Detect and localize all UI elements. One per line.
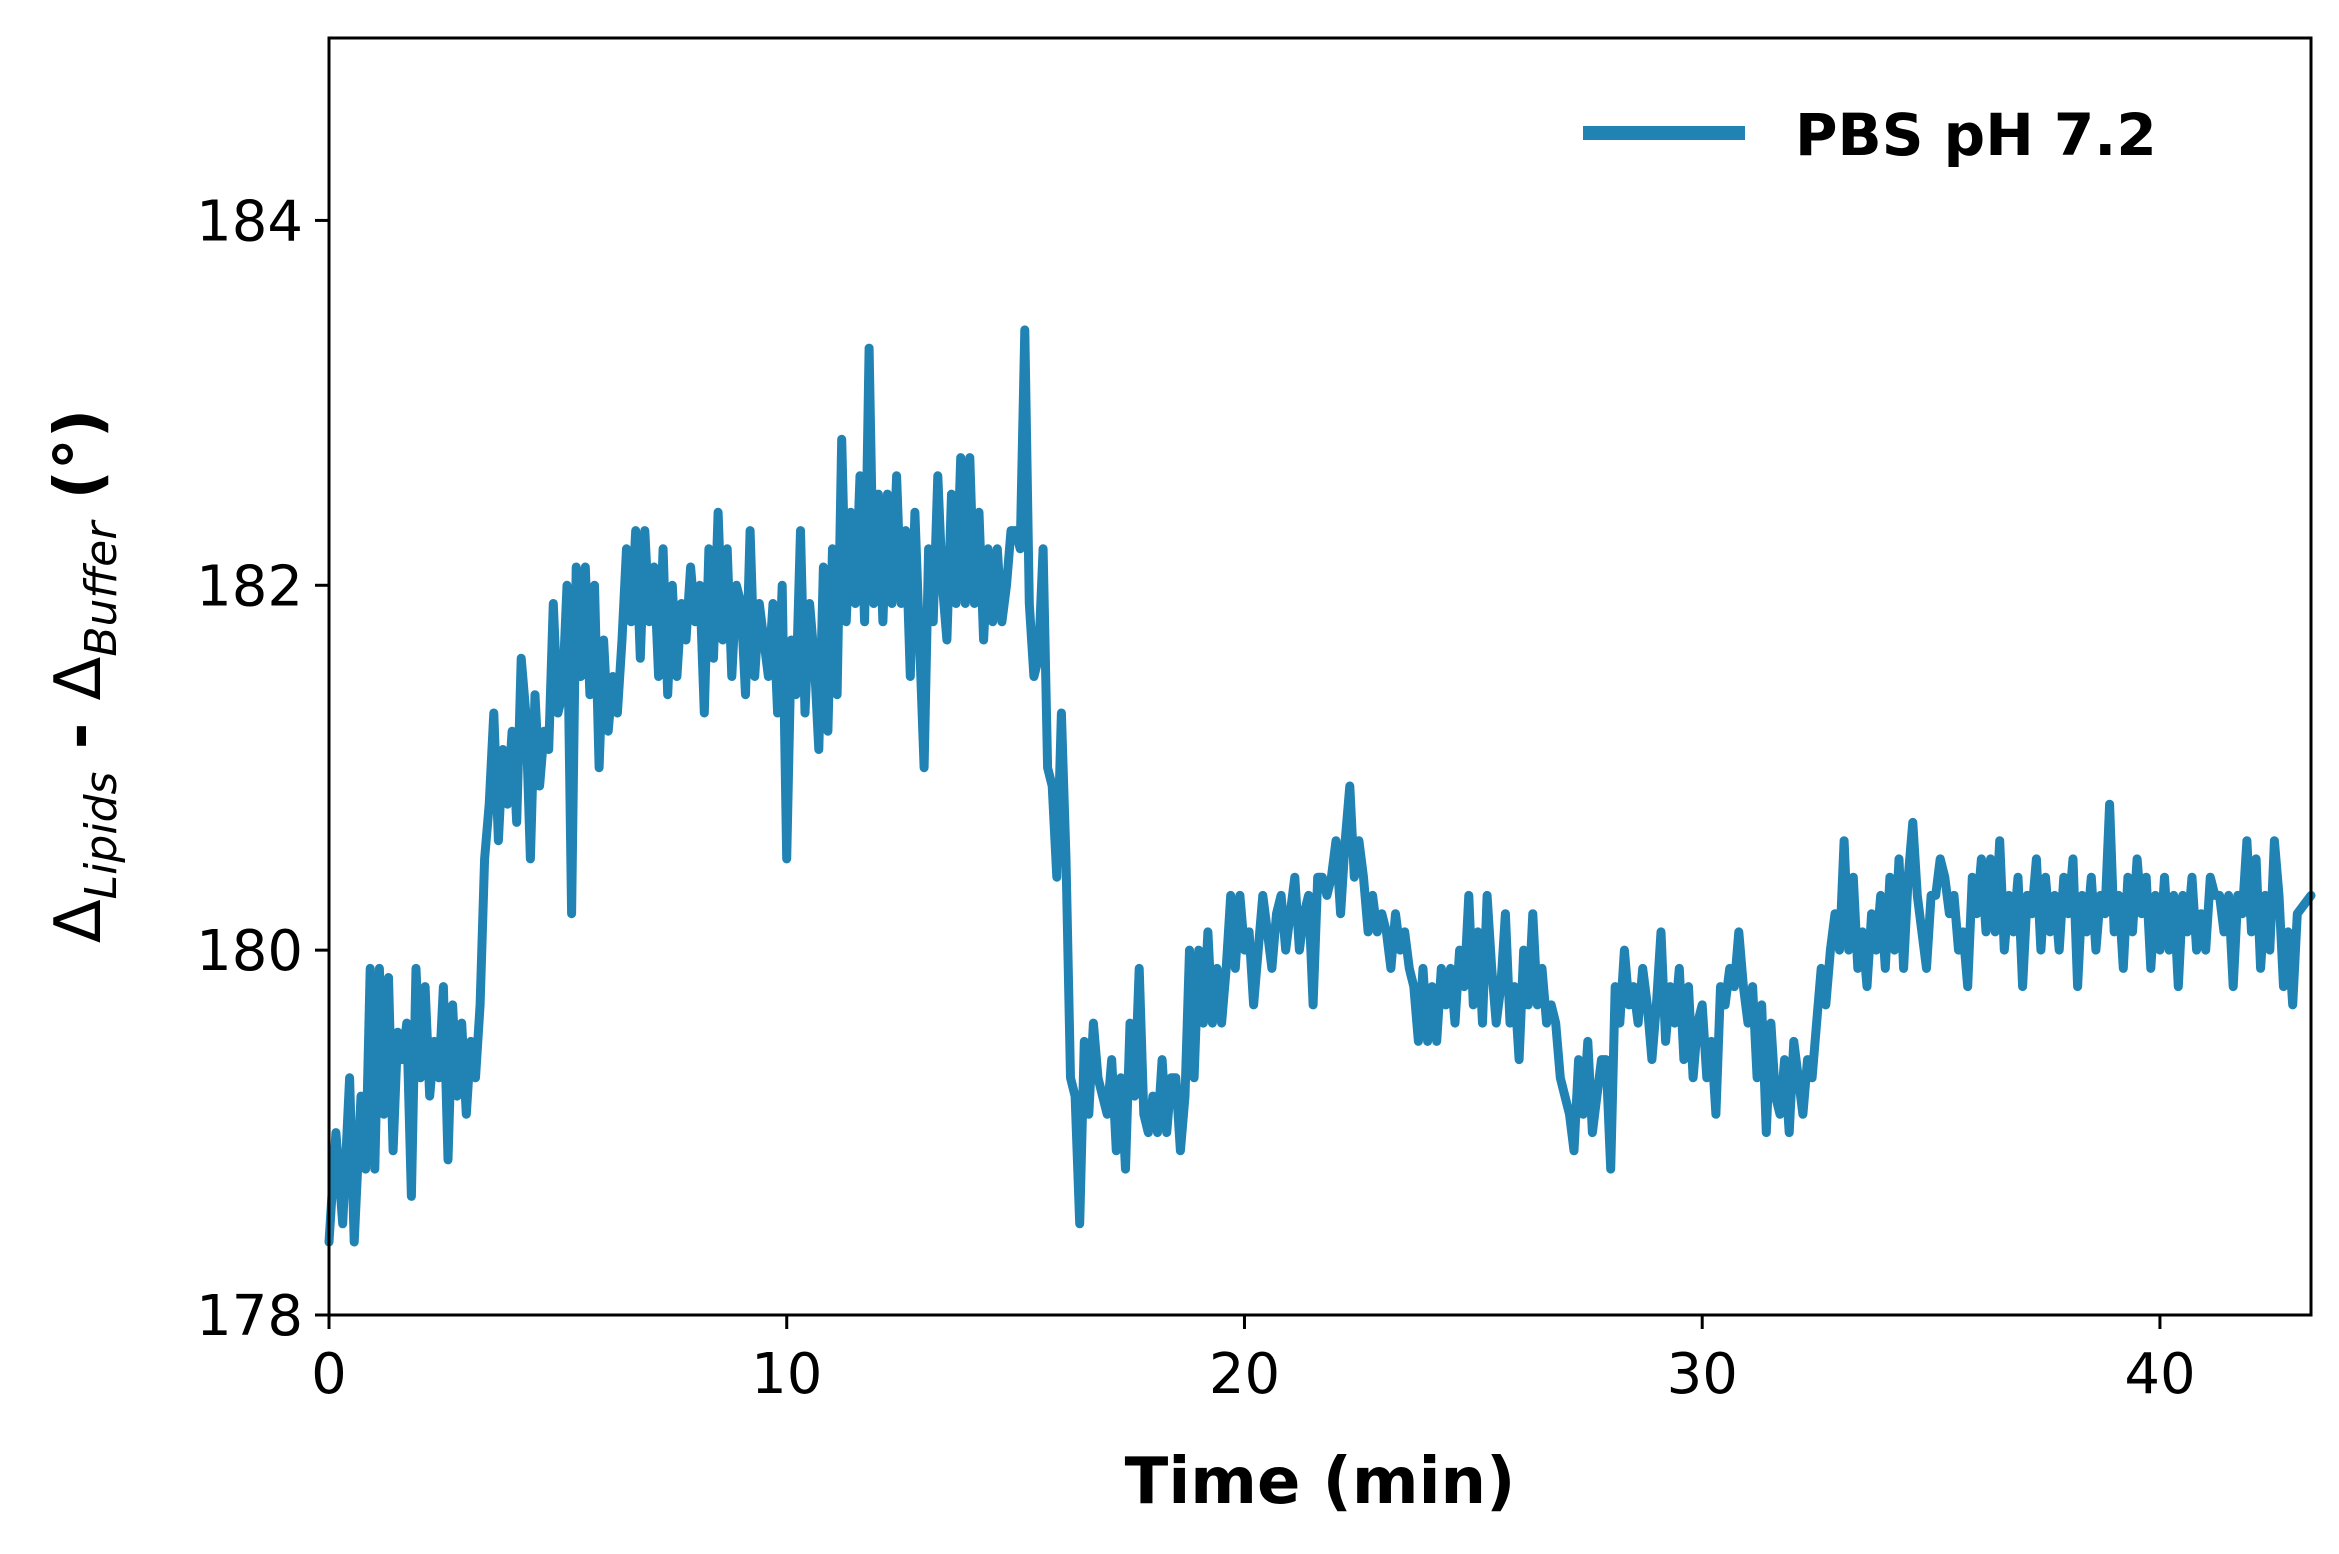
y-axis-label: ΔLipids - ΔBuffer (°) <box>42 409 127 943</box>
y-label-lipids-subscript: Lipids <box>76 772 127 900</box>
y-label-separator: - <box>42 700 116 771</box>
y-tick-label: 182 <box>196 554 303 619</box>
y-label-lipids-symbol: Δ <box>42 899 116 943</box>
y-label-unit: (°) <box>42 409 116 522</box>
y-tick-label: 180 <box>196 919 303 984</box>
plot-area <box>329 38 2311 1315</box>
x-tick-label: 10 <box>751 1342 822 1407</box>
x-axis-label: Time (min) <box>1125 1445 1516 1519</box>
x-tick-label: 30 <box>1667 1342 1738 1407</box>
legend-label: PBS pH 7.2 <box>1795 101 2157 169</box>
x-axis: 0 10 20 30 40 <box>311 1315 2196 1407</box>
y-label-buffer-symbol: Δ <box>42 656 116 700</box>
y-axis: 178 180 182 184 <box>196 189 329 1349</box>
y-tick-label: 178 <box>196 1284 303 1349</box>
x-tick-label: 0 <box>311 1342 347 1407</box>
plot-frame <box>327 36 2313 1317</box>
y-label-buffer-subscript: Buffer <box>76 519 127 657</box>
series-line-0 <box>324 325 2316 1247</box>
series-layer <box>324 325 2316 1247</box>
legend: PBS pH 7.2 <box>1583 101 2157 169</box>
x-tick-label: 20 <box>1209 1342 1280 1407</box>
x-tick-label: 40 <box>2124 1342 2195 1407</box>
y-tick-label: 184 <box>196 189 303 254</box>
